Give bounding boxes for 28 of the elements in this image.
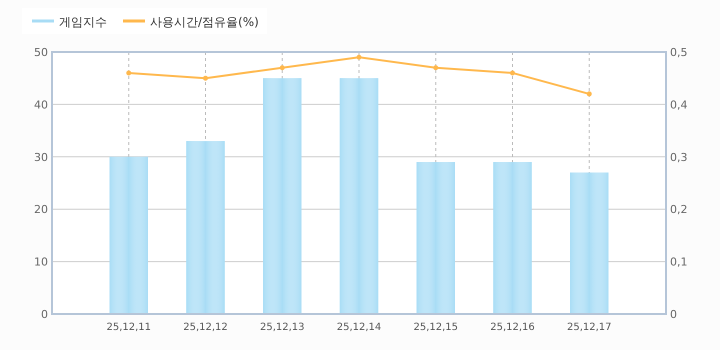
x-tick-label: 25,12,14 — [336, 322, 382, 333]
x-tick-label: 25,12,11 — [106, 322, 152, 333]
point — [356, 54, 362, 60]
y-tick-label: 30 — [34, 150, 48, 164]
y2-tick-label: 0,5 — [670, 46, 688, 59]
legend-label: 게임지수 — [59, 15, 107, 29]
point — [433, 65, 438, 70]
x-tick-label: 25,12,16 — [490, 322, 535, 333]
y-tick-label: 10 — [34, 256, 48, 269]
y2-tick-label: 0,3 — [670, 150, 688, 164]
x-tick-label: 25,12,15 — [413, 322, 458, 333]
point — [126, 70, 132, 76]
y2-tick-label: 0,2 — [670, 203, 688, 216]
x-tick-label: 25,12,12 — [183, 322, 228, 333]
y-tick-label: 40 — [34, 98, 48, 112]
y2-tick-label: 0,4 — [670, 98, 688, 112]
y2-tick-label: 0 — [670, 308, 677, 321]
legend-label: 사용시간/점유율(%) — [150, 15, 259, 29]
point — [510, 70, 515, 76]
point — [280, 65, 285, 70]
y-tick-label: 20 — [34, 203, 48, 216]
y2-tick-label: 0,1 — [670, 256, 688, 269]
y-tick-label: 0 — [41, 308, 48, 321]
x-tick-label: 25,12,13 — [260, 322, 305, 333]
y-tick-label: 50 — [34, 46, 48, 59]
x-tick-label: 25,12,17 — [566, 322, 612, 333]
point — [586, 91, 592, 96]
point — [203, 76, 208, 81]
